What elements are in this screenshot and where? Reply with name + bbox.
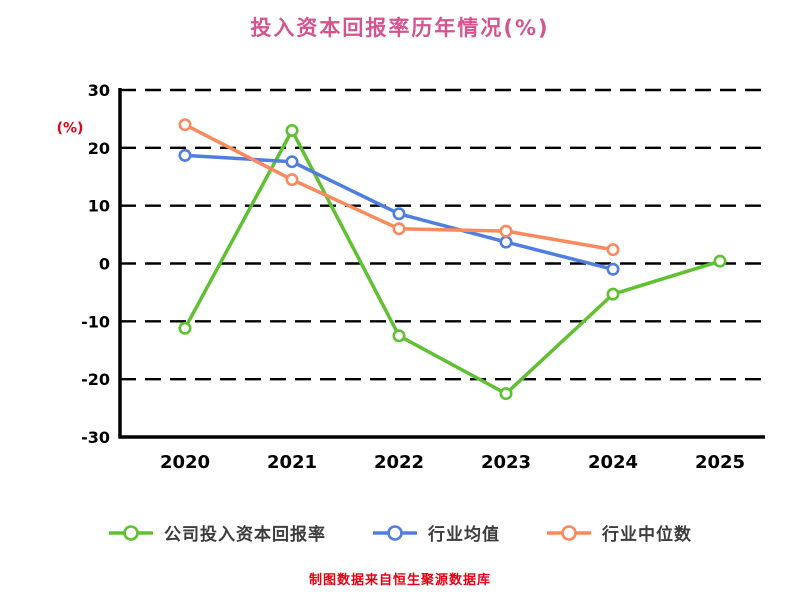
series-point-1 bbox=[499, 235, 513, 249]
legend-item-company-roic: 公司投入资本回报率 bbox=[108, 520, 326, 545]
x-tick-label: 2022 bbox=[374, 452, 424, 473]
y-tick-label: 20 bbox=[88, 139, 110, 158]
series-point-2 bbox=[178, 118, 192, 132]
y-tick-label: 0 bbox=[99, 255, 110, 274]
legend-label-industry-mean: 行业均值 bbox=[428, 525, 500, 545]
series-point-1 bbox=[178, 148, 192, 162]
data-source-note: 制图数据来自恒生聚源数据库 bbox=[308, 573, 491, 588]
series-point-1 bbox=[606, 262, 620, 276]
legend-label-industry-median: 行业中位数 bbox=[602, 525, 692, 545]
y-axis-label: (%) bbox=[57, 120, 84, 136]
legend-item-industry-mean: 行业均值 bbox=[372, 520, 500, 545]
series-point-2 bbox=[285, 173, 299, 187]
y-tick-label: 30 bbox=[88, 81, 110, 100]
x-tick-label: 2021 bbox=[267, 452, 317, 473]
series-point-0 bbox=[285, 123, 299, 137]
legend-marker-industry-median-icon bbox=[547, 524, 591, 541]
x-tick-label: 2020 bbox=[160, 452, 210, 473]
legend-item-industry-median: 行业中位数 bbox=[546, 520, 692, 545]
chart-canvas: 30 20 10 0 -10 -20 -30 (%) 2020 2021 2022 2023 2024 2… bbox=[57, 81, 765, 473]
y-tick-label: -10 bbox=[81, 312, 110, 331]
series-point-1 bbox=[285, 155, 299, 169]
y-tick-label: -30 bbox=[81, 428, 110, 447]
series-point-2 bbox=[392, 222, 406, 236]
legend-marker-company-roic-icon bbox=[109, 524, 153, 541]
series-point-1 bbox=[392, 207, 406, 221]
series-point-0 bbox=[499, 387, 513, 401]
legend-marker-industry-mean-icon bbox=[373, 524, 417, 541]
series-point-0 bbox=[392, 329, 406, 343]
chart-title: 投入资本回报率历年情况(%) bbox=[250, 16, 550, 40]
series-point-0 bbox=[606, 287, 620, 301]
x-tick-label: 2025 bbox=[695, 452, 745, 473]
series-point-0 bbox=[713, 254, 727, 268]
x-tick-label: 2023 bbox=[481, 452, 531, 473]
series-point-0 bbox=[178, 321, 192, 335]
series-point-2 bbox=[606, 243, 620, 257]
legend-label-company-roic: 公司投入资本回报率 bbox=[164, 525, 326, 545]
legend: 公司投入资本回报率 行业均值 行业中位数 bbox=[0, 520, 800, 545]
series-line-0 bbox=[183, 128, 722, 396]
x-tick-label: 2024 bbox=[588, 452, 638, 473]
series-point-2 bbox=[499, 224, 513, 238]
y-tick-label: 10 bbox=[88, 197, 110, 216]
y-tick-label: -20 bbox=[81, 370, 110, 389]
